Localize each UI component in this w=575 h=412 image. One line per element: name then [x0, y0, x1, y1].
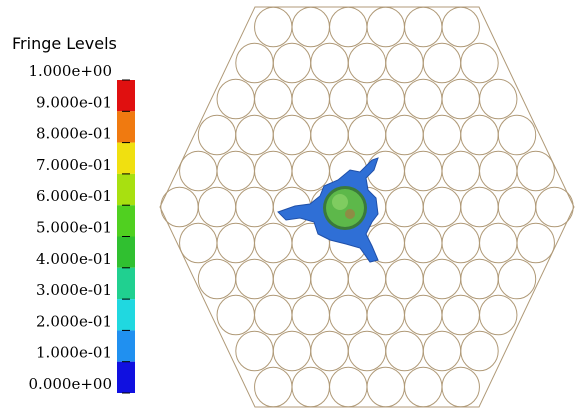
level-label: 5.000e-01 — [36, 219, 112, 237]
level-label: 2.000e-01 — [36, 312, 112, 330]
legend-title: Fringe Levels — [12, 34, 117, 53]
color-band — [117, 299, 135, 330]
level-label: 3.000e-01 — [36, 281, 112, 299]
color-band — [117, 237, 135, 268]
level-label: 6.000e-01 — [36, 187, 112, 205]
level-label: 8.000e-01 — [36, 125, 112, 143]
color-band — [117, 362, 135, 393]
color-band — [117, 143, 135, 174]
color-band — [117, 205, 135, 236]
fringe-plot: Fringe Levels 1.000e+00 9.000e-01 8.000e-0… — [0, 0, 575, 412]
color-band — [117, 174, 135, 205]
color-band — [117, 330, 135, 361]
color-band — [117, 268, 135, 299]
level-label: 7.000e-01 — [36, 156, 112, 174]
level-label: 0.000e+00 — [29, 375, 112, 393]
level-label: 9.000e-01 — [36, 93, 112, 111]
level-label: 1.000e-01 — [36, 344, 112, 362]
color-bar — [117, 80, 135, 393]
color-band — [117, 111, 135, 142]
level-label: 1.000e+00 — [29, 62, 112, 80]
level-label: 4.000e-01 — [36, 250, 112, 268]
color-band — [117, 80, 135, 111]
